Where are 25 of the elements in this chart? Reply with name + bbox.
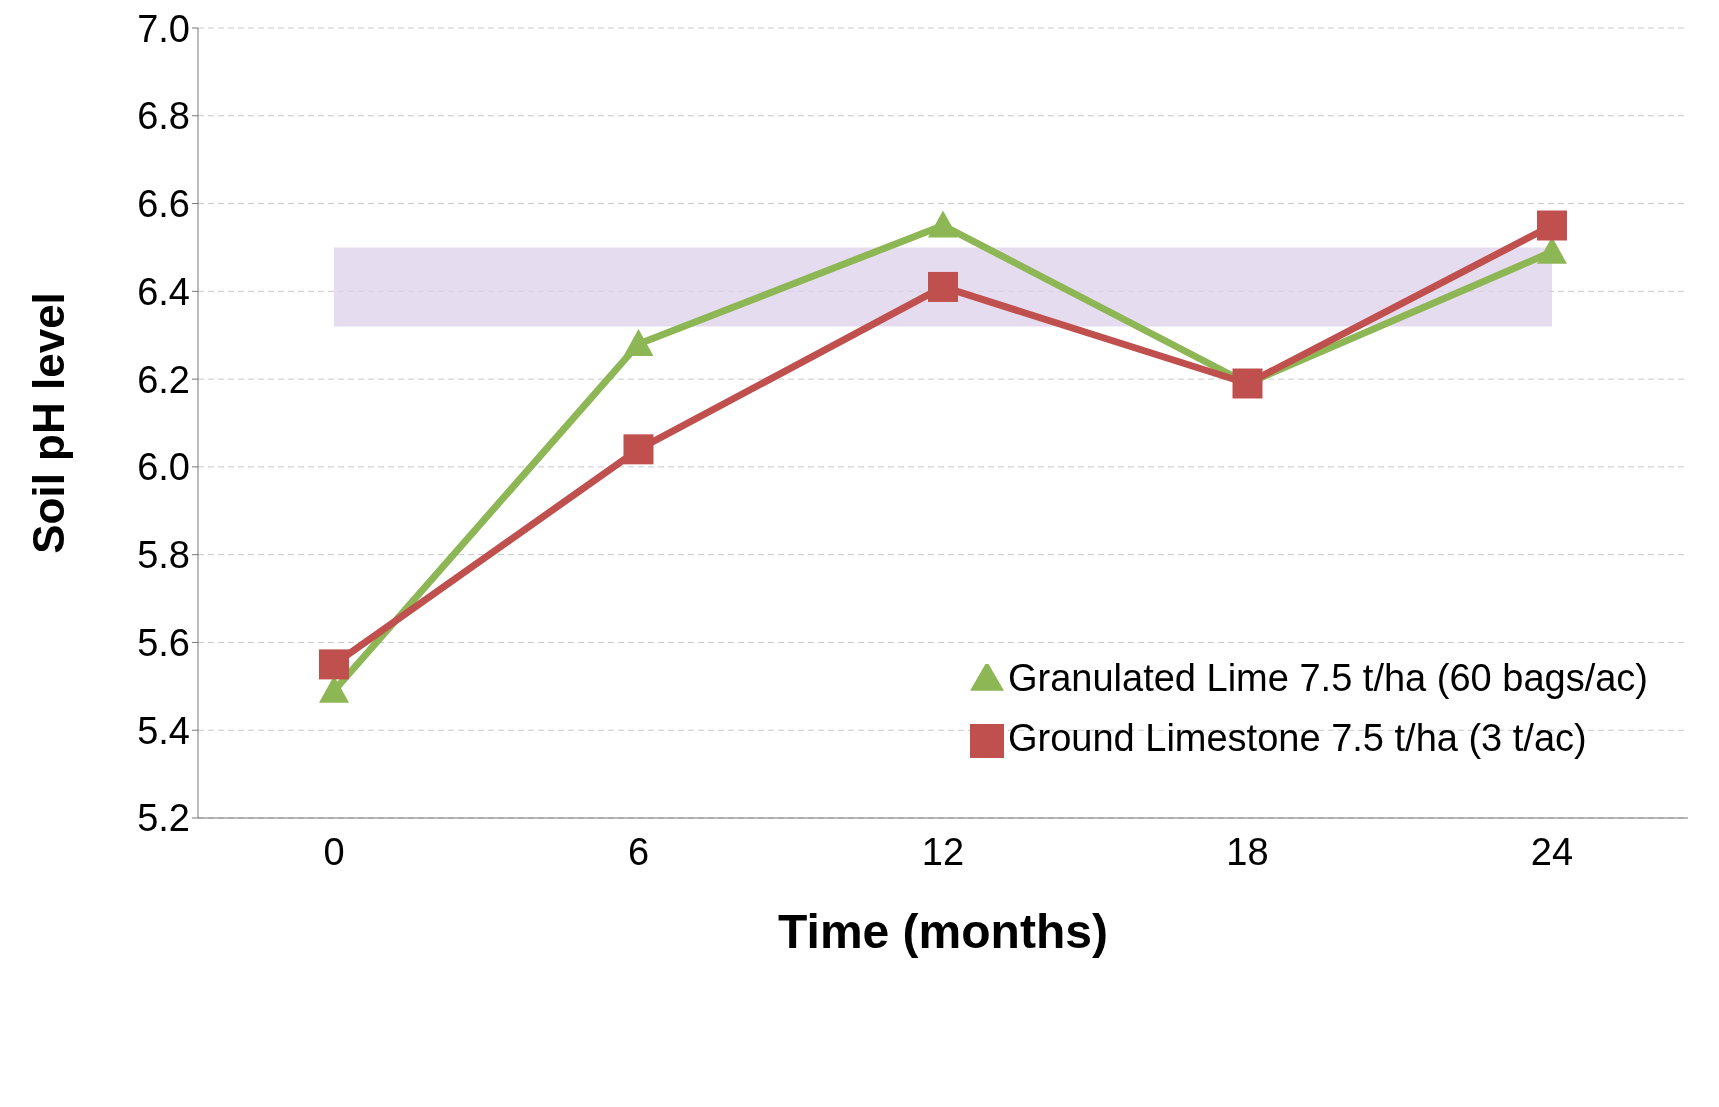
y-tick-label: 5.6 [137, 621, 190, 664]
y-tick-label: 5.4 [137, 709, 190, 752]
y-tick-label: 6.0 [137, 446, 190, 489]
y-tick-label: 7.0 [137, 7, 190, 50]
y-tick-label: 6.4 [137, 270, 190, 313]
x-tick-label: 6 [627, 830, 650, 873]
y-tick-label: 5.8 [137, 534, 190, 577]
x-tick-label: 12 [921, 830, 965, 873]
x-tick-label: 0 [323, 830, 345, 873]
point [623, 329, 654, 356]
point [928, 271, 958, 302]
y-tick-label: 6.8 [137, 95, 190, 138]
point [928, 210, 958, 238]
x-tick-label: 18 [1226, 830, 1269, 873]
y-axis-title: Soil pH level [23, 292, 73, 554]
x-tick-label: 24 [1530, 830, 1574, 873]
y-tick-label: 6.2 [137, 358, 190, 401]
y-tick-label: 5.2 [137, 797, 190, 840]
y-tick-label: 6.6 [137, 183, 190, 226]
point [623, 434, 654, 465]
legend-label: Granulated Lime 7.5 t/ha (60 bags/ac) [1007, 657, 1648, 699]
point [319, 649, 349, 680]
point [1537, 210, 1567, 241]
legend-label: Ground Limestone 7.5 t/ha (3 t/ac) [1007, 717, 1587, 759]
x-axis-title: Time (months) [778, 905, 1108, 958]
